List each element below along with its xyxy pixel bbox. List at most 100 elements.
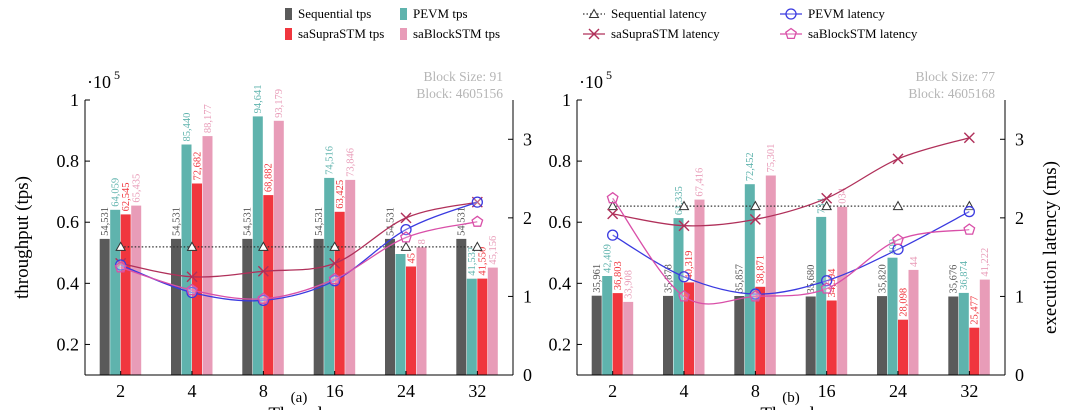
y2-tick-label: 0	[523, 365, 532, 385]
bar-pevm_tps	[395, 254, 406, 375]
latency-marker	[471, 241, 483, 251]
latency-marker	[678, 271, 690, 283]
bar-supra_tps	[120, 214, 131, 375]
x-tick-label: 32	[960, 381, 978, 401]
legend-marker	[785, 8, 797, 20]
latency-marker	[257, 292, 270, 304]
bar-value-label: 64,059	[110, 178, 121, 207]
bar-pevm_tps	[958, 292, 969, 375]
x-tick-label: 8	[259, 381, 268, 401]
bar-value-label: 54,531	[243, 207, 254, 236]
bar-block_tps	[694, 199, 705, 375]
latency-line-seq_lat	[115, 241, 483, 251]
bar-value-label: 034	[837, 187, 848, 204]
bar-value-label: 35,878	[663, 264, 674, 293]
bar-value-label: 35,961	[592, 264, 603, 293]
bar-value-label: 65,435	[131, 174, 142, 203]
bar-block_tps	[487, 267, 498, 375]
y2-axis-label: execution latency (ms)	[1040, 161, 1061, 334]
bar-seq_tps	[171, 238, 181, 375]
block-annotation: Block: 4605168	[908, 86, 995, 101]
legend-item-block_lat: saBlockSTM latency	[780, 26, 918, 41]
block-annotation: Block: 4605156	[416, 86, 503, 101]
latency-marker	[329, 257, 341, 269]
y2-tick-label: 2	[523, 208, 532, 228]
bar-block_tps	[273, 120, 284, 375]
bar-block_tps	[202, 136, 213, 375]
bar-pevm_tps	[887, 257, 898, 375]
latency-line-seq_lat	[607, 200, 975, 211]
latency-marker	[607, 229, 619, 241]
bar-block_tps	[908, 269, 919, 375]
legend-swatch	[400, 28, 407, 40]
bar-value-label: 25,477	[970, 296, 981, 325]
bar-supra_tps	[755, 286, 766, 375]
legend-label: Sequential latency	[611, 6, 707, 21]
legend-item-supra_tps: saSupraSTM tps	[285, 26, 384, 41]
chart-panel-a: 54,531 54,531 54,531 54,531 54,531 54,53164,0…	[12, 68, 532, 410]
bar-seq_tps	[734, 296, 745, 375]
bar-value-label: 45	[406, 253, 417, 264]
legend-swatch	[285, 28, 292, 40]
x-tick-label: 16	[818, 381, 836, 401]
bar-value-label: 68,882	[264, 163, 275, 192]
legend-label: saBlockSTM latency	[808, 26, 918, 41]
bar-pevm_tps	[744, 184, 755, 375]
y2-tick-label: 1	[523, 286, 532, 306]
bar-block_tps	[765, 175, 776, 375]
bar-value-label: 42,409	[602, 244, 613, 273]
bar-value-label: 73,846	[345, 148, 356, 177]
latency-marker	[607, 208, 619, 220]
latency-marker	[821, 275, 833, 287]
block-annotation: Block Size: 77	[916, 69, 996, 84]
bar-value-label: 34,394	[827, 268, 838, 298]
bar-value-label: 28,098	[898, 288, 909, 317]
bar-value-label: 35,820	[877, 264, 888, 293]
bar-value-label: 63,425	[335, 180, 346, 209]
latency-marker	[328, 272, 341, 285]
x-axis-label: Threads	[760, 404, 821, 410]
bar-value-label: 54,531	[457, 207, 468, 236]
bar-seq_tps	[242, 238, 253, 375]
y2-tick-label: 3	[1015, 129, 1024, 149]
bar-value-label: 33,908	[623, 270, 634, 299]
legend-item-seq_tps: Sequential tps	[285, 6, 371, 21]
bar-value-label: 41,550	[478, 247, 489, 276]
x-tick-label: 8	[751, 381, 760, 401]
latency-marker	[400, 231, 412, 243]
latency-marker	[400, 223, 412, 236]
bar-value-label: 36,874	[959, 260, 970, 290]
x-tick-label: 4	[680, 381, 689, 401]
bar-pevm_tps	[602, 276, 613, 375]
bar-seq_tps	[99, 238, 110, 375]
y-tick-label: 1	[562, 90, 571, 110]
legend-label: saSupraSTM latency	[611, 26, 720, 41]
bar-value-label: 62,545	[121, 183, 132, 212]
panel-label: (a)	[291, 390, 308, 406]
latency-marker	[678, 220, 690, 232]
latency-marker	[606, 191, 619, 204]
legend-item-seq_lat: Sequential latency	[583, 6, 707, 21]
latency-marker	[257, 265, 269, 277]
bar-block_tps	[623, 301, 634, 375]
legend-label: PEVM latency	[808, 6, 885, 21]
latency-marker	[892, 233, 904, 245]
latency-marker	[115, 241, 127, 251]
bar-seq_tps	[591, 295, 602, 375]
bar-block_tps	[979, 279, 990, 375]
y2-tick-label: 2	[1015, 208, 1024, 228]
bar-block_tps	[837, 206, 848, 375]
bar-seq_tps	[456, 238, 467, 375]
bar-group: 54,531 54,531 54,531 54,531 54,531 54,53164,0…	[99, 85, 499, 376]
legend-label: PEVM tps	[413, 6, 468, 21]
bar-block_tps	[131, 205, 142, 375]
latency-path	[120, 201, 478, 278]
block-annotation: Block Size: 91	[424, 69, 504, 84]
bar-value-label: 93,179	[274, 89, 285, 118]
latency-line-supra_lat	[607, 132, 975, 232]
y2-tick-label: 3	[523, 129, 532, 149]
legend-item-supra_lat: saSupraSTM latency	[583, 26, 720, 41]
bar-value-label: 54,531	[385, 207, 396, 236]
bar-seq_tps	[313, 238, 324, 375]
bar-supra_tps	[612, 293, 623, 375]
